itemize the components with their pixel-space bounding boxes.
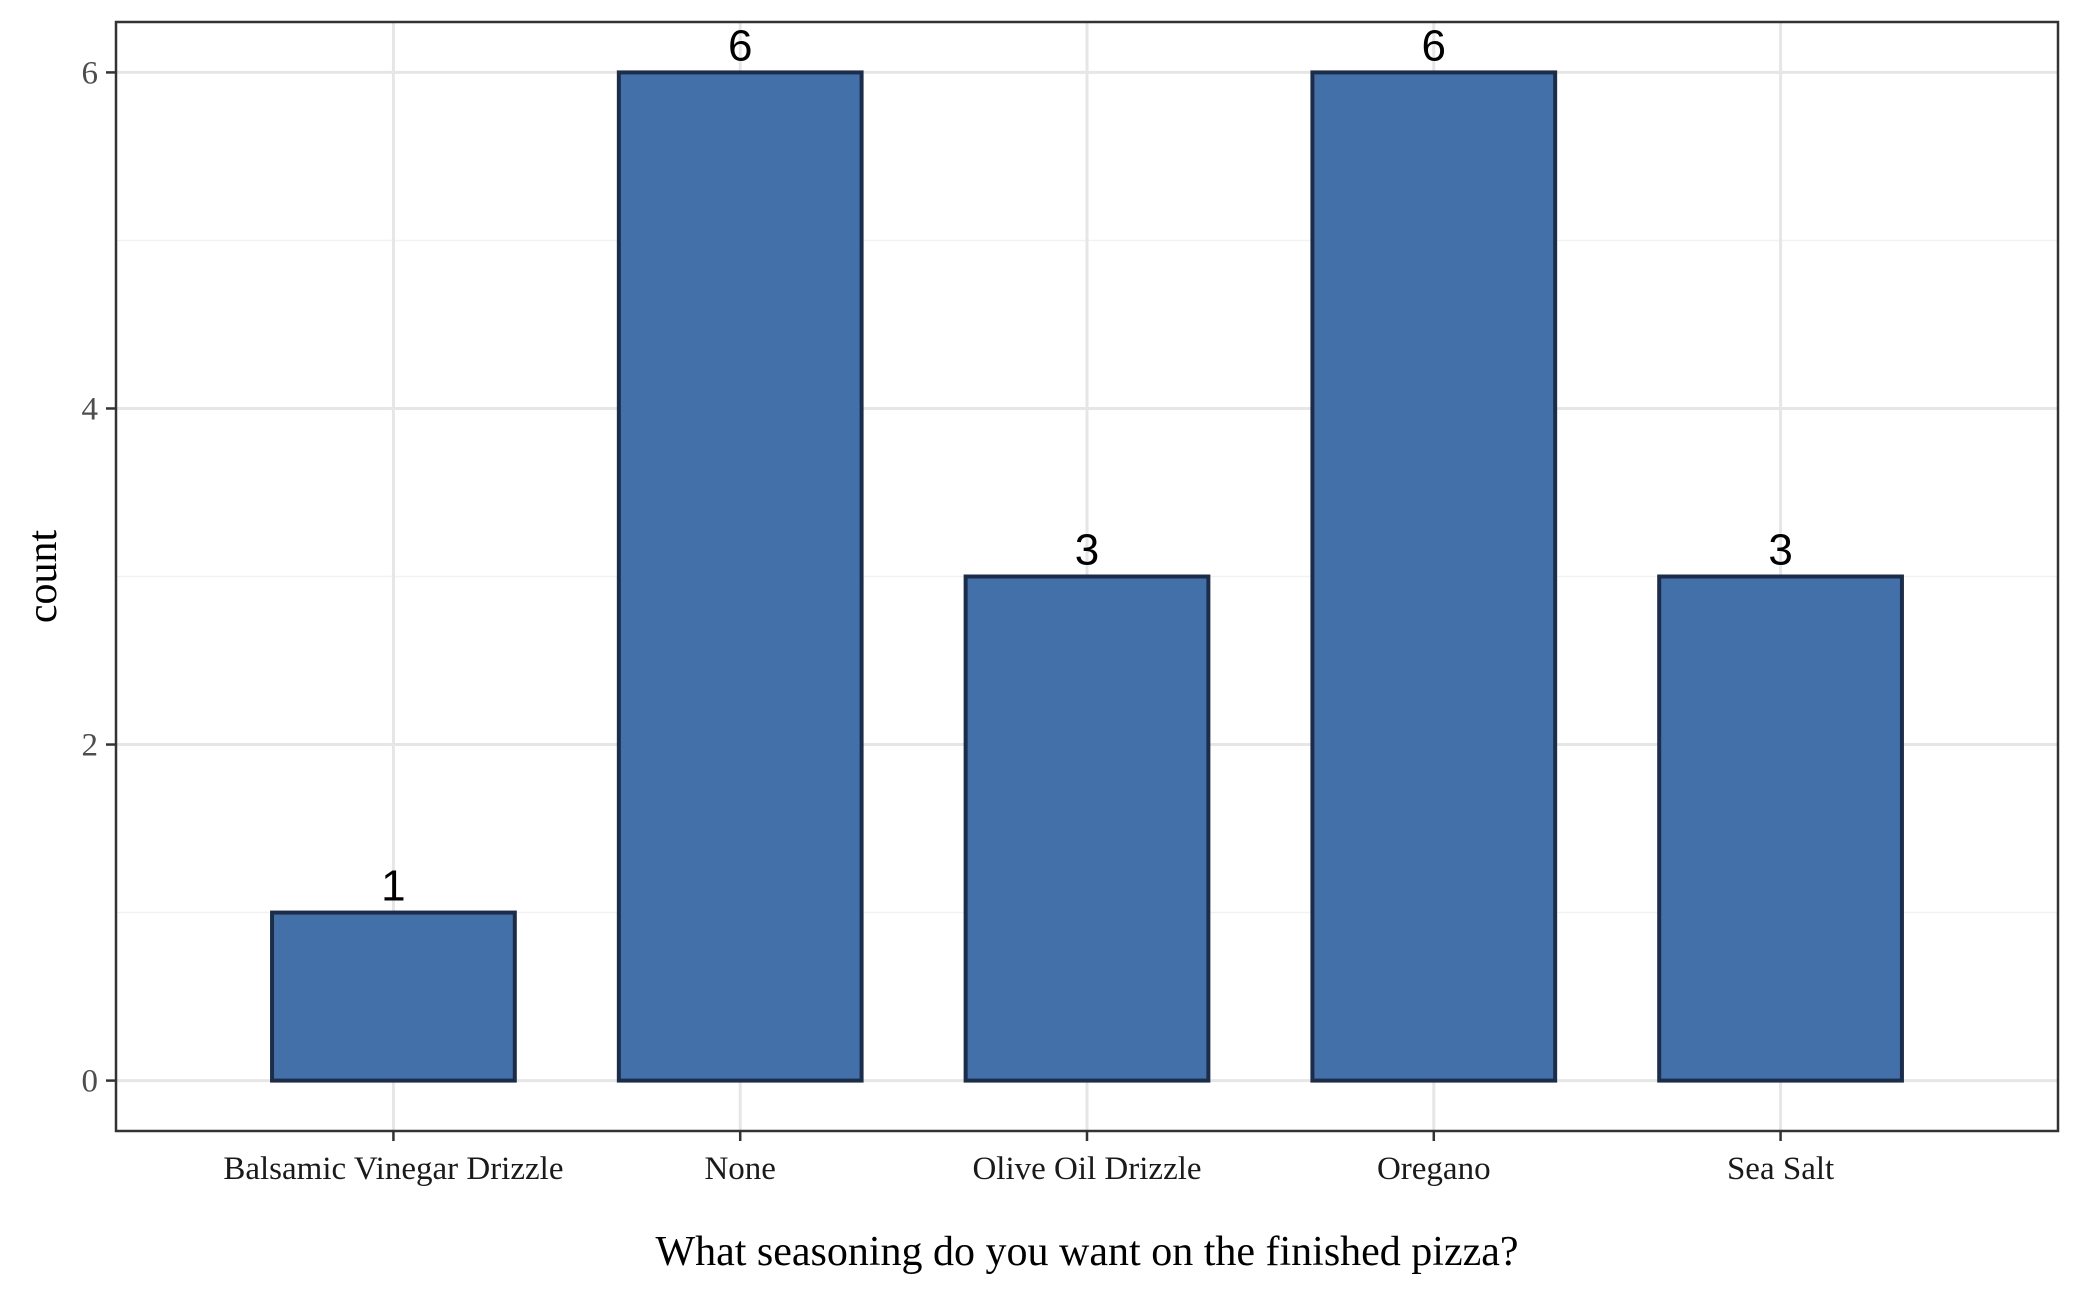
x-tick-label: Oregano bbox=[1377, 1151, 1491, 1187]
data-label: 3 bbox=[1075, 526, 1099, 575]
y-tick-label: 0 bbox=[82, 1064, 99, 1100]
y-tick-label: 2 bbox=[82, 728, 99, 764]
bar-olive-oil-drizzle bbox=[963, 574, 1211, 1083]
data-label: 3 bbox=[1768, 526, 1792, 575]
bar-oregano bbox=[1310, 70, 1558, 1083]
bar-balsamic-vinegar-drizzle bbox=[270, 910, 517, 1083]
data-label: 6 bbox=[1422, 21, 1446, 70]
x-tick-label: None bbox=[704, 1151, 775, 1187]
x-axis-title: What seasoning do you want on the finish… bbox=[655, 1229, 1518, 1275]
x-axis: Balsamic Vinegar Drizzle None Olive Oil Dr… bbox=[223, 1131, 1834, 1187]
bar-sea-salt bbox=[1657, 574, 1904, 1083]
y-axis: 0 2 4 6 bbox=[82, 55, 116, 1100]
y-tick-label: 6 bbox=[82, 55, 99, 91]
y-tick-label: 4 bbox=[82, 391, 99, 427]
data-labels: 1 6 3 6 3 bbox=[381, 21, 1793, 910]
bar-none bbox=[616, 70, 864, 1083]
x-tick-label: Sea Salt bbox=[1727, 1151, 1834, 1187]
bars bbox=[270, 70, 1904, 1083]
data-label: 1 bbox=[381, 862, 405, 911]
y-axis-title: count bbox=[20, 530, 66, 624]
x-tick-label: Olive Oil Drizzle bbox=[972, 1151, 1201, 1187]
x-tick-label: Balsamic Vinegar Drizzle bbox=[223, 1151, 563, 1187]
data-label: 6 bbox=[728, 21, 752, 70]
